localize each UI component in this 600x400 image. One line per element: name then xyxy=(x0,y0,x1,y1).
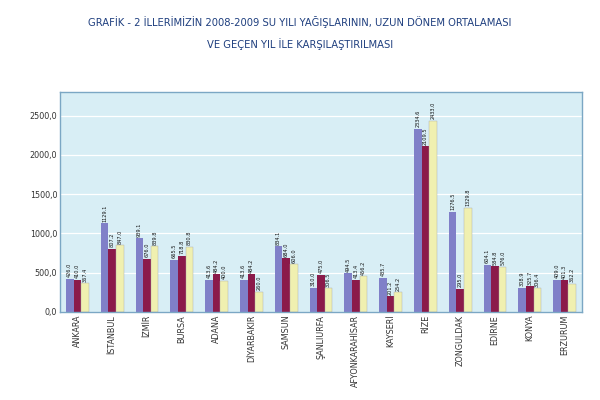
Text: 718.8: 718.8 xyxy=(179,240,184,254)
Text: 475.0: 475.0 xyxy=(319,259,323,273)
Text: 254.2: 254.2 xyxy=(396,276,401,291)
Bar xyxy=(240,280,248,312)
Bar xyxy=(325,288,332,312)
Bar xyxy=(484,264,491,312)
Text: 306.5: 306.5 xyxy=(326,272,331,286)
Text: 362.2: 362.2 xyxy=(570,268,575,282)
Bar xyxy=(429,121,437,312)
Text: 409.0: 409.0 xyxy=(554,264,559,278)
Text: 306.4: 306.4 xyxy=(535,272,540,286)
Text: GRAFİK - 2 İLLERİMİZİN 2008-2009 SU YILI YAĞIŞLARININ, UZUN DÖNEM ORTALAMASI: GRAFİK - 2 İLLERİMİZİN 2008-2009 SU YILI… xyxy=(88,16,512,28)
Bar xyxy=(387,296,394,312)
Bar xyxy=(255,292,263,312)
Bar xyxy=(526,286,533,312)
Text: 1329.8: 1329.8 xyxy=(466,189,470,206)
Text: 604.1: 604.1 xyxy=(485,249,490,263)
Bar xyxy=(317,275,325,312)
Bar xyxy=(74,280,81,312)
Text: 847.0: 847.0 xyxy=(118,230,122,244)
Bar xyxy=(185,247,193,312)
Bar xyxy=(66,278,74,312)
Bar xyxy=(170,260,178,312)
Text: 484.2: 484.2 xyxy=(214,258,219,272)
Text: 201.2: 201.2 xyxy=(388,280,393,295)
Text: 684.0: 684.0 xyxy=(284,242,289,257)
Bar xyxy=(151,246,158,312)
Bar xyxy=(116,246,124,312)
Text: 413.6: 413.6 xyxy=(206,264,211,278)
Bar xyxy=(178,256,185,312)
Text: 2433.0: 2433.0 xyxy=(431,102,436,120)
Bar xyxy=(449,212,457,312)
Text: 2109.5: 2109.5 xyxy=(423,127,428,145)
Text: 310.0: 310.0 xyxy=(311,272,316,286)
Text: 413.6: 413.6 xyxy=(241,264,246,278)
Bar xyxy=(561,280,568,312)
Bar xyxy=(533,288,541,312)
Bar xyxy=(220,280,228,312)
Text: 939.1: 939.1 xyxy=(137,222,142,237)
Text: 308.9: 308.9 xyxy=(520,272,524,286)
Text: 807.2: 807.2 xyxy=(110,233,115,247)
Bar xyxy=(344,273,352,312)
Text: 2334.6: 2334.6 xyxy=(415,110,420,127)
Bar xyxy=(359,276,367,312)
Bar xyxy=(109,248,116,312)
Bar xyxy=(568,284,576,312)
Bar xyxy=(143,259,151,312)
Bar xyxy=(464,208,472,312)
Text: 367.4: 367.4 xyxy=(83,268,88,282)
Text: 400.0: 400.0 xyxy=(222,265,227,279)
Bar xyxy=(422,146,429,312)
Text: 484.2: 484.2 xyxy=(249,258,254,272)
Text: 494.5: 494.5 xyxy=(346,258,350,272)
Text: 676.0: 676.0 xyxy=(145,243,149,258)
Bar xyxy=(499,267,506,312)
Bar xyxy=(457,289,464,312)
Bar xyxy=(394,292,402,312)
Bar xyxy=(290,264,298,312)
Text: 1129.1: 1129.1 xyxy=(102,204,107,222)
Bar xyxy=(283,258,290,312)
Bar xyxy=(136,238,143,312)
Bar xyxy=(553,280,561,312)
Text: 325.7: 325.7 xyxy=(527,271,532,285)
Bar xyxy=(310,288,317,312)
Text: 435.7: 435.7 xyxy=(380,262,385,276)
Text: 576.0: 576.0 xyxy=(500,251,505,265)
Text: 665.5: 665.5 xyxy=(172,244,176,258)
Text: 401.3: 401.3 xyxy=(562,265,567,279)
Text: 1276.5: 1276.5 xyxy=(450,193,455,210)
Text: 830.8: 830.8 xyxy=(187,231,192,245)
Bar xyxy=(518,288,526,312)
Text: 295.0: 295.0 xyxy=(458,273,463,288)
Bar xyxy=(414,128,422,312)
Text: 834.1: 834.1 xyxy=(276,231,281,245)
Text: 413.4: 413.4 xyxy=(353,264,358,278)
Text: 456.2: 456.2 xyxy=(361,260,366,275)
Text: 839.8: 839.8 xyxy=(152,230,157,245)
Bar xyxy=(205,280,213,312)
Bar xyxy=(81,283,89,312)
Bar xyxy=(213,274,220,312)
Text: 426.0: 426.0 xyxy=(67,263,72,277)
Bar xyxy=(248,274,255,312)
Text: 410.0: 410.0 xyxy=(75,264,80,278)
Text: VE GEÇEN YIL İLE KARŞILAŞTIRILMASI: VE GEÇEN YIL İLE KARŞILAŞTIRILMASI xyxy=(207,38,393,50)
Text: 584.8: 584.8 xyxy=(493,250,497,265)
Text: 606.0: 606.0 xyxy=(292,248,296,263)
Bar xyxy=(101,223,109,312)
Bar xyxy=(379,278,387,312)
Bar xyxy=(491,266,499,312)
Bar xyxy=(352,280,359,312)
Bar xyxy=(275,246,283,312)
Text: 260.0: 260.0 xyxy=(257,276,262,290)
